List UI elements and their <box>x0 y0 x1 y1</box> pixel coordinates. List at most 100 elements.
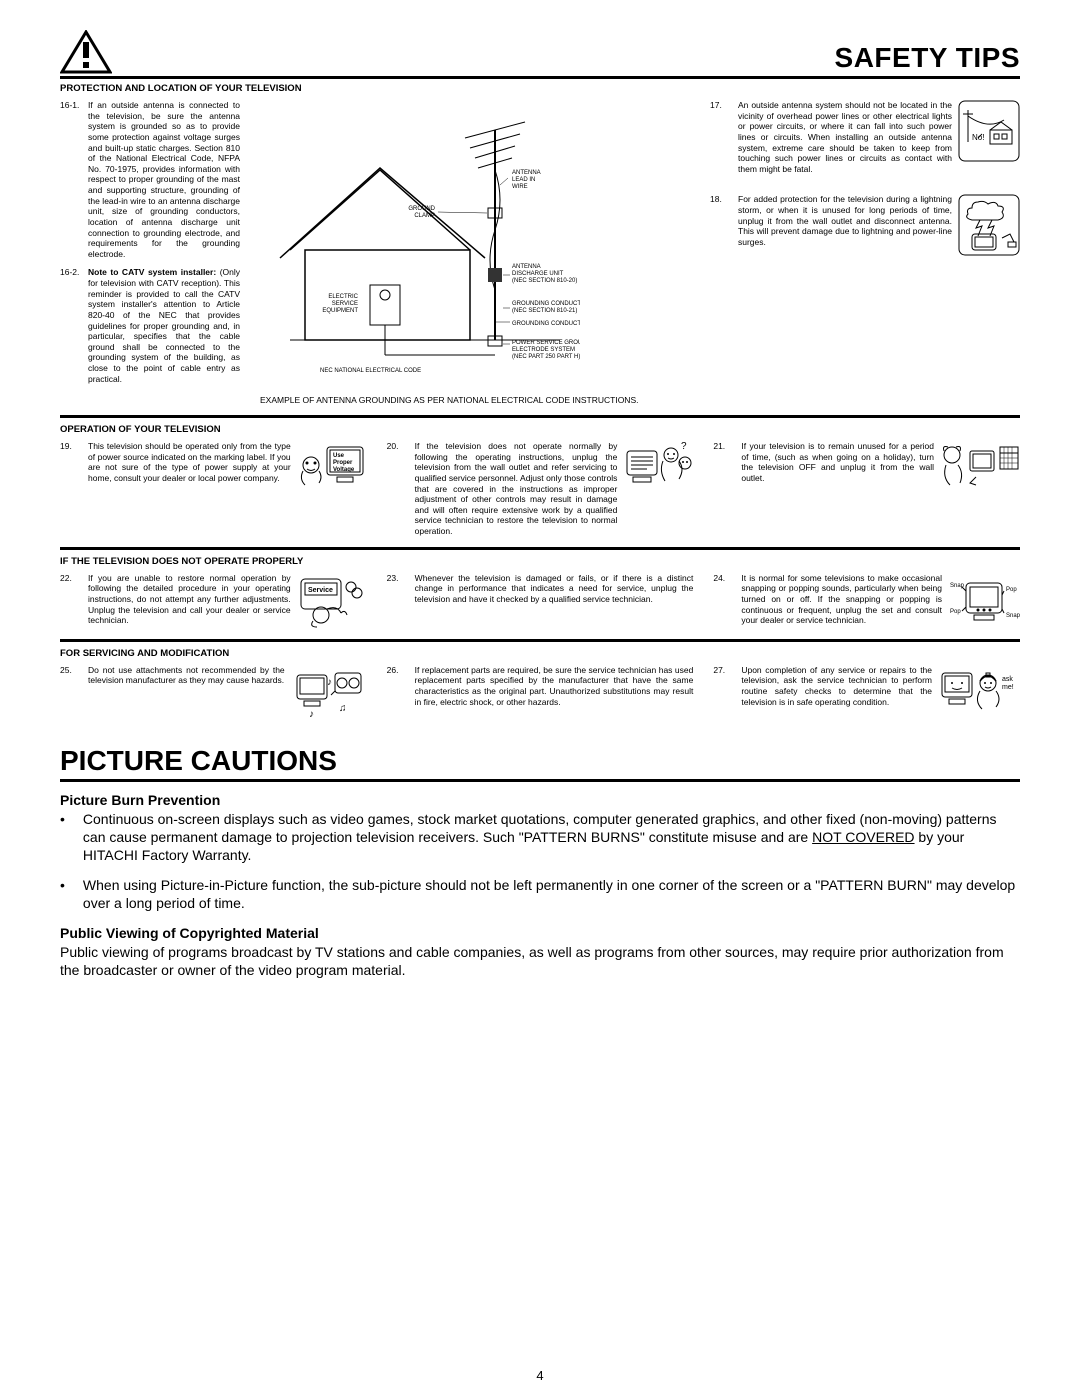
operation-heading: OPERATION OF YOUR TELEVISION <box>60 424 1020 435</box>
svg-text:WIRE: WIRE <box>512 184 528 190</box>
tip-number: 27. <box>713 665 735 721</box>
tip-text: Whenever the television is damaged or fa… <box>415 573 694 629</box>
tip-text: Note to CATV system installer: (Only for… <box>88 267 240 384</box>
tip-text: If replacement parts are required, be su… <box>415 665 694 721</box>
svg-text:♪: ♪ <box>309 709 314 720</box>
bullet-icon: • <box>60 876 65 912</box>
svg-text:Proper: Proper <box>333 460 353 466</box>
tip-number: 17. <box>710 100 732 174</box>
tip-text: If the television does not operate norma… <box>415 441 618 537</box>
lightning-icon <box>958 194 1020 256</box>
svg-text:me!: me! <box>1002 684 1014 691</box>
protection-heading: PROTECTION AND LOCATION OF YOUR TELEVISI… <box>60 83 1020 94</box>
svg-text:GROUND: GROUND <box>408 206 435 212</box>
tip-number: 20. <box>387 441 409 537</box>
service-call-icon: Service <box>297 573 367 629</box>
picture-cautions-title: PICTURE CAUTIONS <box>60 745 1020 782</box>
svg-text:POWER SERVICE GROUNDING: POWER SERVICE GROUNDING <box>512 340 580 346</box>
tip-16-2-lead: Note to CATV system installer: <box>88 267 216 277</box>
svg-text:Use: Use <box>333 453 345 459</box>
svg-text:♪: ♪ <box>327 677 332 688</box>
tip-number: 16-2. <box>60 267 82 384</box>
operation-row: 19. This television should be operated o… <box>60 441 1020 537</box>
svg-text:ELECTRIC: ELECTRIC <box>328 294 358 300</box>
service-person-icon: ? <box>623 441 693 537</box>
attachments-icon: ♪ ♫ ♪ <box>291 665 367 721</box>
tip-16-1: 16-1. If an outside antenna is connected… <box>60 100 240 259</box>
burn-bullet-2: • When using Picture-in-Picture function… <box>60 876 1020 912</box>
svg-text:CLAMP: CLAMP <box>414 213 435 219</box>
tip-23: 23. Whenever the television is damaged o… <box>387 573 694 629</box>
tip-text: For added protection for the television … <box>738 194 952 256</box>
tip-25: 25. Do not use attachments not recommend… <box>60 665 367 721</box>
svg-text:GROUNDING CONDUCTORS: GROUNDING CONDUCTORS <box>512 301 580 307</box>
svg-text:ask: ask <box>1002 676 1013 683</box>
protection-right-col: 17. An outside antenna system should not… <box>710 100 1020 405</box>
svg-text:SERVICE: SERVICE <box>332 301 358 307</box>
svg-text:LEAD IN: LEAD IN <box>512 177 535 183</box>
tip-20: 20. If the television does not operate n… <box>387 441 694 537</box>
label-antenna-lead: ANTENNA <box>512 170 541 176</box>
tip-18: 18. For added protection for the televis… <box>710 194 1020 256</box>
divider <box>60 547 1020 550</box>
svg-text:ELECTRODE SYSTEM: ELECTRODE SYSTEM <box>512 347 575 353</box>
page-number: 4 <box>0 1368 1080 1383</box>
protection-row: 16-1. If an outside antenna is connected… <box>60 100 1020 405</box>
not-operate-heading: IF THE TELEVISION DOES NOT OPERATE PROPE… <box>60 556 1020 567</box>
tip-19: 19. This television should be operated o… <box>60 441 367 537</box>
svg-text:Pop: Pop <box>950 609 961 615</box>
tip-number: 16-1. <box>60 100 82 259</box>
tip-number: 25. <box>60 665 82 721</box>
tip-text: Upon completion of any service or repair… <box>741 665 932 721</box>
tip-27: 27. Upon completion of any service or re… <box>713 665 1020 721</box>
svg-text:Service: Service <box>308 587 333 594</box>
tip-text: If your television is to remain unused f… <box>741 441 934 537</box>
tip-number: 22. <box>60 573 82 629</box>
tip-text: It is normal for some televisions to mak… <box>741 573 942 629</box>
tip-16-2: 16-2. Note to CATV system installer: (On… <box>60 267 240 384</box>
diagram-caption: EXAMPLE OF ANTENNA GROUNDING AS PER NATI… <box>260 395 690 405</box>
tip-text: If you are unable to restore normal oper… <box>88 573 291 629</box>
svg-text:?: ? <box>681 441 687 452</box>
divider <box>60 639 1020 642</box>
svg-text:(NEC SECTION 810-20): (NEC SECTION 810-20) <box>512 278 577 284</box>
bullet-icon: • <box>60 810 65 865</box>
svg-text:GROUNDING CONDUCTORS: GROUNDING CONDUCTORS <box>512 321 580 327</box>
servicing-row: 25. Do not use attachments not recommend… <box>60 665 1020 721</box>
warning-icon <box>60 30 112 74</box>
tip-number: 26. <box>387 665 409 721</box>
voltage-icon: Use Proper Voltage <box>297 441 367 537</box>
tip-number: 23. <box>387 573 409 629</box>
tip-number: 18. <box>710 194 732 256</box>
tip-text: An outside antenna system should not be … <box>738 100 952 174</box>
tip-number: 19. <box>60 441 82 537</box>
svg-text:NEC NATIONAL ELECTRICAL CODE: NEC NATIONAL ELECTRICAL CODE <box>320 368 421 374</box>
tip-text: This television should be operated only … <box>88 441 291 537</box>
burn-p1-underline: NOT COVERED <box>812 829 914 845</box>
burn-p2: When using Picture-in-Picture function, … <box>83 876 1020 912</box>
svg-text:(NEC SECTION 810-21): (NEC SECTION 810-21) <box>512 308 577 314</box>
safety-tips-title: SAFETY TIPS <box>835 42 1020 74</box>
tip-24: 24. It is normal for some televisions to… <box>713 573 1020 629</box>
tip-16-2-body: (Only for television with CATV reception… <box>88 267 240 383</box>
unplug-calendar-icon <box>940 441 1020 537</box>
tip-22: 22. If you are unable to restore normal … <box>60 573 367 629</box>
tip-text: If an outside antenna is connected to th… <box>88 100 240 259</box>
svg-text:Voltage: Voltage <box>333 467 355 473</box>
protection-left-col: 16-1. If an outside antenna is connected… <box>60 100 240 405</box>
technician-icon: ask me! <box>938 665 1020 721</box>
tip-number: 21. <box>713 441 735 537</box>
powerline-icon: No! <box>958 100 1020 174</box>
tip-26: 26. If replacement parts are required, b… <box>387 665 694 721</box>
copyright-heading: Public Viewing of Copyrighted Material <box>60 925 1020 941</box>
tip-text: Do not use attachments not recommended b… <box>88 665 285 721</box>
divider <box>60 415 1020 418</box>
svg-text:ANTENNA: ANTENNA <box>512 264 541 270</box>
grounding-diagram: ANTENNA LEAD IN WIRE GROUND CLAMP ANTENN… <box>260 100 690 405</box>
tip-17: 17. An outside antenna system should not… <box>710 100 1020 174</box>
page-header: SAFETY TIPS <box>60 30 1020 79</box>
tip-21: 21. If your television is to remain unus… <box>713 441 1020 537</box>
burn-bullet-1: • Continuous on-screen displays such as … <box>60 810 1020 865</box>
not-operate-row: 22. If you are unable to restore normal … <box>60 573 1020 629</box>
svg-text:(NEC PART 250 PART H): (NEC PART 250 PART H) <box>512 354 580 360</box>
